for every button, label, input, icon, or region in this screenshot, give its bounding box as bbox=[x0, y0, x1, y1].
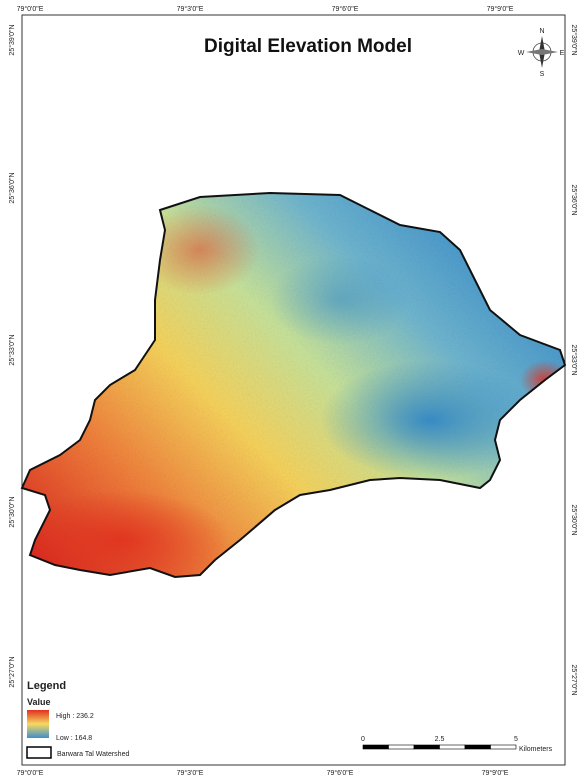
north-label: N bbox=[539, 28, 544, 35]
lat-label: 25°39'0"N bbox=[8, 24, 16, 55]
legend-ramp bbox=[27, 710, 49, 738]
scale-tick-label: 5 bbox=[514, 736, 518, 743]
lat-label: 25°36'0"N bbox=[8, 172, 16, 203]
scale-segment bbox=[465, 745, 491, 749]
lon-label: 79°3'0"E bbox=[177, 5, 204, 13]
scale-unit: Kilometers bbox=[519, 746, 553, 753]
lat-label: 25°30'0"N bbox=[8, 496, 16, 527]
lat-label: 25°33'0"N bbox=[8, 334, 16, 365]
scale-segment bbox=[414, 745, 440, 749]
lat-label: 25°36'0"N bbox=[570, 184, 578, 215]
legend-boundary-symbol bbox=[27, 747, 51, 758]
lon-label: 79°9'0"E bbox=[487, 5, 514, 13]
lon-label: 79°6'0"E bbox=[327, 769, 354, 777]
lat-label: 25°27'0"N bbox=[8, 656, 16, 687]
legend-title: Legend bbox=[27, 680, 66, 692]
map-title: Digital Elevation Model bbox=[204, 36, 412, 57]
south-label: S bbox=[540, 71, 545, 78]
legend-low: Low : 164.8 bbox=[56, 735, 92, 742]
lon-label: 79°9'0"E bbox=[482, 769, 509, 777]
lon-label: 79°0'0"E bbox=[17, 769, 44, 777]
lon-label: 79°6'0"E bbox=[332, 5, 359, 13]
scale-segment bbox=[363, 745, 389, 749]
lon-label: 79°0'0"E bbox=[17, 5, 44, 13]
legend-subtitle: Value bbox=[27, 697, 51, 707]
scale-segment bbox=[491, 745, 517, 749]
lat-label: 25°30'0"N bbox=[570, 504, 578, 535]
legend-boundary: Barwara Tal Watershed bbox=[57, 751, 129, 758]
lat-label: 25°27'0"N bbox=[570, 664, 578, 695]
scale-tick-label: 2.5 bbox=[435, 736, 445, 743]
legend-high: High : 236.2 bbox=[56, 713, 94, 720]
west-label: W bbox=[518, 50, 525, 57]
lat-label: 25°33'0"N bbox=[570, 344, 578, 375]
lon-label: 79°3'0"E bbox=[177, 769, 204, 777]
scale-tick-label: 0 bbox=[361, 736, 365, 743]
east-label: E bbox=[560, 50, 565, 57]
lat-label: 25°39'0"N bbox=[570, 24, 578, 55]
map-layout: Digital Elevation Model 79°0'0"E 79°3'0"… bbox=[0, 0, 579, 780]
scale-segment bbox=[440, 745, 466, 749]
scale-segment bbox=[389, 745, 415, 749]
